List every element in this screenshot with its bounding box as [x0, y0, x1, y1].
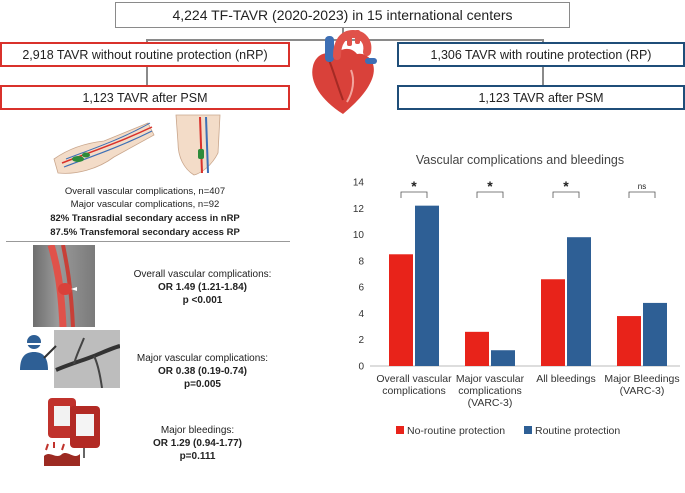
- y-tick-label: 2: [358, 335, 364, 346]
- nrp-box: 2,918 TAVR without routine protection (n…: [0, 42, 290, 67]
- summary-major-vascular: Major vascular complications, n=92: [70, 199, 220, 210]
- significance-marker: *: [563, 178, 569, 194]
- connector-left-down: [146, 39, 148, 43]
- outcome-p-value: p=0.005: [184, 379, 221, 390]
- summary-transfemoral: 87.5% Transfemoral secondary access RP: [50, 227, 240, 238]
- nrp-label: 2,918 TAVR without routine protection (n…: [22, 47, 268, 62]
- bar-no-routine-0: [389, 254, 413, 366]
- outcome-p-value: p=0.111: [179, 451, 216, 462]
- outcome-odds-ratio: OR 0.38 (0.19-0.74): [158, 366, 247, 377]
- left-divider: [6, 241, 290, 242]
- x-category-label: Major Bleedings: [604, 373, 679, 385]
- y-tick-label: 12: [353, 204, 365, 215]
- x-category-label: (VARC-3): [620, 385, 665, 397]
- bar-routine-1: [491, 350, 515, 366]
- x-category-label: (VARC-3): [468, 397, 513, 409]
- significance-bracket: [476, 191, 504, 198]
- doctor-icon: [20, 335, 57, 370]
- y-tick-label: 4: [358, 309, 364, 320]
- significance-marker: *: [487, 178, 493, 194]
- connector-right-down: [542, 39, 544, 43]
- outcome-title: Overall vascular complications:: [133, 269, 272, 280]
- heart-icon: [312, 30, 377, 114]
- rp-label: 1,306 TAVR with routine protection (RP): [430, 47, 652, 62]
- y-tick-label: 6: [358, 283, 364, 294]
- chart-title: Vascular complications and bleedings: [416, 153, 624, 167]
- bar-routine-2: [567, 237, 591, 366]
- angiogram-image-1: [33, 245, 95, 327]
- significance-bracket: [628, 191, 656, 198]
- outcome-major-bleedings: Major bleedings: OR 1.29 (0.94-1.77) p=0…: [105, 424, 290, 463]
- bar-routine-3: [643, 302, 667, 366]
- bar-chart: Vascular complications and bleedings 0 2 4 6…: [353, 153, 680, 437]
- legend-swatch: [524, 426, 532, 434]
- legend-swatch: [396, 426, 404, 434]
- cohort-total-box: 4,224 TF-TAVR (2020-2023) in 15 internat…: [115, 2, 570, 28]
- rp-psm-label: 1,123 TAVR after PSM: [478, 90, 604, 105]
- outcome-major-vascular: Major vascular complications: OR 0.38 (0…: [115, 352, 290, 391]
- legend-label: Routine protection: [535, 425, 620, 437]
- x-category-label: complications: [458, 385, 522, 397]
- blood-bag-icon: [44, 398, 100, 466]
- y-tick-label: 14: [353, 178, 365, 189]
- connector-rp-psm: [542, 67, 544, 85]
- connector-nrp-psm: [146, 67, 148, 85]
- summary-transradial: 82% Transradial secondary access in nRP: [50, 213, 240, 224]
- summary-overall-vascular: Overall vascular complications, n=407: [64, 186, 226, 197]
- bar-no-routine-2: [541, 279, 565, 366]
- bar-no-routine-3: [617, 316, 641, 366]
- outcome-title: Major bleedings:: [160, 425, 235, 436]
- x-category-label: complications: [382, 385, 446, 397]
- x-category-label: Overall vascular: [376, 373, 452, 385]
- significance-bracket: [552, 191, 580, 198]
- y-tick-label: 8: [358, 256, 364, 267]
- groin-access-icon: [175, 114, 221, 176]
- x-category-label: Major vascular: [456, 373, 525, 385]
- wrist-access-icon: [53, 122, 155, 174]
- significance-bracket: [400, 191, 428, 198]
- outcome-p-value: p <0.001: [182, 295, 223, 306]
- bar-routine-0: [415, 205, 439, 366]
- cohort-total-label: 4,224 TF-TAVR (2020-2023) in 15 internat…: [172, 7, 513, 23]
- angiogram-image-2: [54, 330, 120, 388]
- nrp-psm-label: 1,123 TAVR after PSM: [82, 90, 208, 105]
- legend-label: No-routine protection: [407, 425, 505, 437]
- outcome-odds-ratio: OR 1.49 (1.21-1.84): [158, 282, 247, 293]
- significance-marker: *: [411, 178, 417, 194]
- outcome-title: Major vascular complications:: [136, 353, 269, 364]
- x-category-label: All bleedings: [536, 373, 596, 385]
- rp-psm-box: 1,123 TAVR after PSM: [397, 85, 685, 110]
- nrp-psm-box: 1,123 TAVR after PSM: [0, 85, 290, 110]
- bar-no-routine-1: [465, 331, 489, 366]
- outcome-odds-ratio: OR 1.29 (0.94-1.77): [153, 438, 242, 449]
- rp-box: 1,306 TAVR with routine protection (RP): [397, 42, 685, 67]
- outcome-overall-vascular: Overall vascular complications: OR 1.49 …: [115, 268, 290, 307]
- y-tick-label: 0: [358, 362, 364, 373]
- significance-marker: ns: [638, 182, 646, 191]
- y-tick-label: 10: [353, 230, 365, 241]
